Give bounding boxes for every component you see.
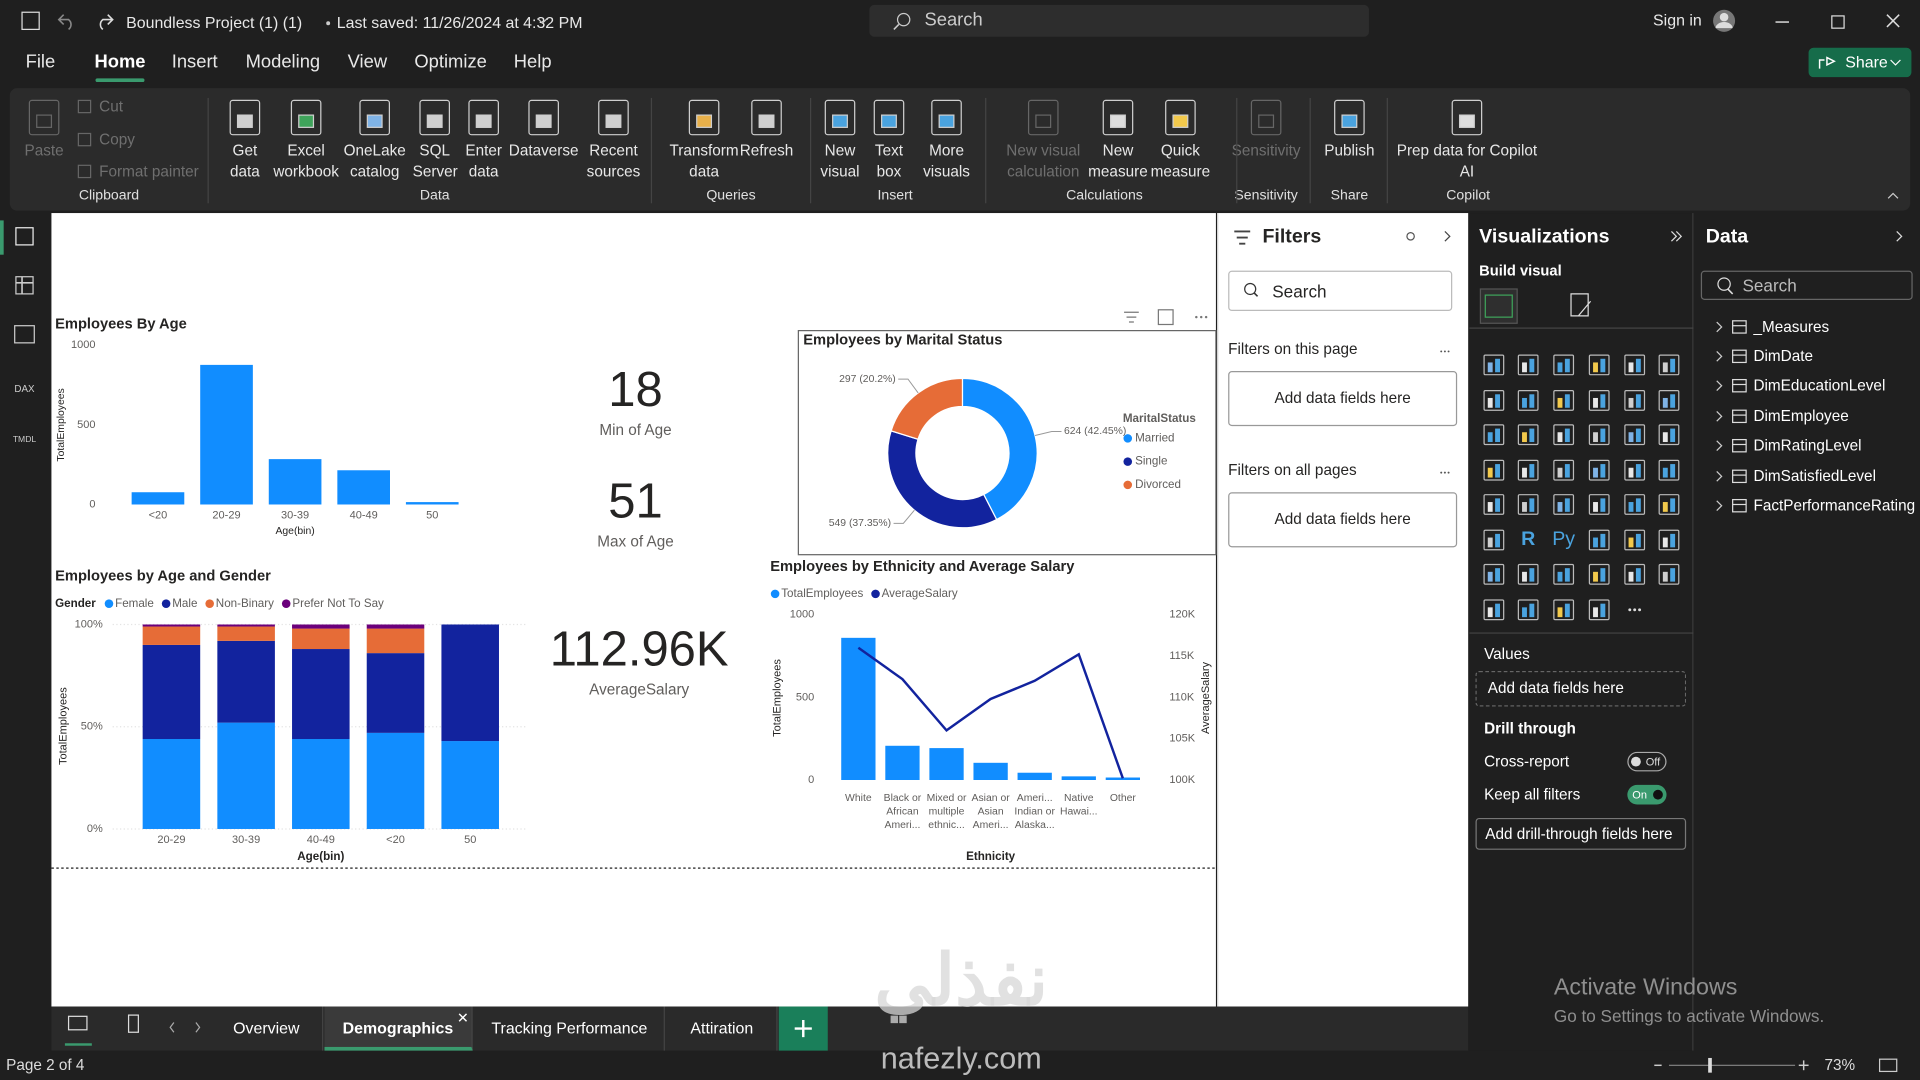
ribbon-button-label[interactable]: Excel workbook xyxy=(273,142,339,180)
table-name[interactable]: _Measures xyxy=(1753,318,1830,336)
ribbon-button-label[interactable]: Refresh xyxy=(739,142,794,160)
ribbon-button-label[interactable]: Sensitivity xyxy=(1231,142,1301,160)
ribbon-button-label[interactable]: Paste xyxy=(24,142,64,160)
data-search[interactable] xyxy=(1700,270,1913,300)
visualizations-pane xyxy=(1469,213,1694,1051)
sign-in[interactable]: Sign in xyxy=(1653,11,1702,30)
drill-through: Drill through xyxy=(1484,720,1576,738)
report-canvas xyxy=(51,213,1216,1007)
filters-page-drop[interactable]: Add data fields here xyxy=(1228,371,1458,427)
table-name[interactable]: DimEmployee xyxy=(1753,407,1849,425)
search-box[interactable] xyxy=(869,4,1369,37)
file-name: Boundless Project (1) (1) xyxy=(126,13,303,32)
desktop-underline xyxy=(64,1043,92,1046)
ribbon-group-label: Sensitivity xyxy=(1234,188,1298,204)
ribbon-group-label: Clipboard xyxy=(78,188,140,204)
page-tab-bar xyxy=(51,1006,1469,1051)
filters-title: Filters xyxy=(1262,226,1322,248)
ribbon-button-label[interactable]: Recent sources xyxy=(586,142,641,180)
menu-tab[interactable]: Insert xyxy=(171,51,218,73)
values-label: Values xyxy=(1484,645,1530,663)
last-saved: Last saved: 11/26/2024 at 4:32 PM xyxy=(336,13,583,32)
menu-tab[interactable]: Modeling xyxy=(245,51,321,73)
data-title: Data xyxy=(1705,226,1749,248)
keep-filters-toggle[interactable]: On xyxy=(1627,784,1667,805)
ribbon-button-label[interactable]: More visuals xyxy=(923,142,970,180)
ribbon-button-label[interactable]: Publish xyxy=(1324,142,1375,160)
cross-report-toggle[interactable]: Off xyxy=(1627,751,1667,772)
ribbon-small-label[interactable]: Format painter xyxy=(99,162,199,180)
r-visual[interactable]: R xyxy=(1521,528,1536,550)
data-search-text: Search xyxy=(1742,275,1797,296)
filters-all-label: Filters on all pages xyxy=(1228,461,1357,479)
ribbon-group-label: Calculations xyxy=(1066,188,1143,204)
filters-search[interactable] xyxy=(1228,270,1453,312)
table-name[interactable]: FactPerformanceRating xyxy=(1753,497,1916,515)
cross-report: Cross-report xyxy=(1484,753,1570,771)
share-label[interactable]: Share xyxy=(1845,52,1888,72)
page-tab[interactable]: Demographics xyxy=(324,1006,473,1051)
ribbon-group-label: Queries xyxy=(706,188,756,204)
build-visual: Build visual xyxy=(1479,262,1562,280)
menu-tab[interactable]: Home xyxy=(94,51,146,73)
nav-active-bar xyxy=(0,220,4,255)
ribbon-group-label: Share xyxy=(1330,188,1369,204)
keep-all-filters: Keep all filters xyxy=(1484,786,1581,804)
ribbon-button-label[interactable]: New visual xyxy=(820,142,860,180)
filters-pane xyxy=(1217,213,1469,1007)
ribbon-small-label[interactable]: Copy xyxy=(99,131,135,149)
page-tab[interactable]: Tracking Performance xyxy=(475,1006,665,1051)
tmdl-icon[interactable]: TMDL xyxy=(12,435,37,445)
search-text: Search xyxy=(924,9,983,31)
menu-tab[interactable]: File xyxy=(25,51,56,73)
ribbon-button-label[interactable]: Enter data xyxy=(465,142,502,180)
ribbon-button-label[interactable]: SQL Server xyxy=(412,142,458,180)
dax-icon[interactable]: DAX xyxy=(14,383,35,395)
ribbon-button-label[interactable]: New visual calculation xyxy=(1006,142,1081,180)
ribbon-group-label: Insert xyxy=(877,188,913,204)
filters-page-label: Filters on this page xyxy=(1228,340,1358,358)
page-tab[interactable]: Attiration xyxy=(667,1006,778,1051)
add-page[interactable] xyxy=(778,1006,828,1051)
ribbon-button-label[interactable]: Transform data xyxy=(669,142,739,180)
filters-search-text: Search xyxy=(1272,281,1327,302)
ribbon-group-label: Copilot xyxy=(1446,188,1491,204)
drill-drop[interactable]: Add drill-through fields here xyxy=(1475,817,1687,850)
menu-tab[interactable]: View xyxy=(347,51,388,73)
values-drop[interactable]: Add data fields here xyxy=(1475,671,1687,707)
menu-tab[interactable]: Help xyxy=(513,51,552,73)
ribbon-button-label[interactable]: Quick measure xyxy=(1150,142,1211,180)
ribbon-button-label[interactable]: Get data xyxy=(229,142,260,180)
zoom-level: 73% xyxy=(1824,1056,1856,1074)
ribbon-button-label[interactable]: New measure xyxy=(1088,142,1148,180)
table-name[interactable]: DimRatingLevel xyxy=(1753,437,1862,455)
table-name[interactable]: DimSatisfiedLevel xyxy=(1753,467,1876,485)
page-tab[interactable]: Overview xyxy=(211,1006,324,1051)
ribbon-button-label[interactable]: OneLake catalog xyxy=(343,142,406,180)
python-visual[interactable]: Py xyxy=(1552,528,1576,550)
ribbon-button-label[interactable]: Dataverse xyxy=(508,142,579,160)
ribbon-button-label[interactable]: Text box xyxy=(874,142,904,180)
ribbon-button-label[interactable]: Prep data for Copilot AI xyxy=(1396,142,1538,180)
ribbon-group-label: Data xyxy=(419,188,450,204)
menu-underline xyxy=(95,78,145,83)
viz-title: Visualizations xyxy=(1479,226,1610,248)
table-name[interactable]: DimEducationLevel xyxy=(1753,377,1886,395)
filters-all-drop[interactable]: Add data fields here xyxy=(1228,492,1458,548)
page-indicator: Page 2 of 4 xyxy=(6,1056,85,1074)
menu-tab[interactable]: Optimize xyxy=(414,51,487,73)
ribbon-small-label[interactable]: Cut xyxy=(99,97,124,116)
table-name[interactable]: DimDate xyxy=(1753,347,1814,365)
